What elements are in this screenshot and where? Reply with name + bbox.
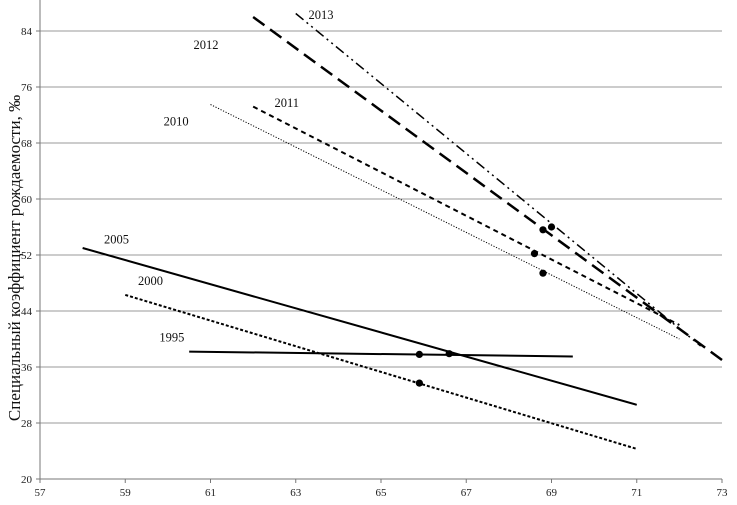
x-tick-labels: 57 59 61 63 65 67 69 71 73 [35, 487, 729, 499]
x-tick-label: 71 [631, 487, 642, 499]
marker-1995 [445, 350, 453, 358]
marker-2010 [539, 269, 547, 277]
series-line-2012 [252, 15, 723, 362]
y-tick-label: 44 [21, 306, 33, 318]
series-label-2012: 2012 [193, 38, 218, 52]
series-label-2000: 2000 [138, 274, 163, 288]
y-tick-label: 20 [21, 474, 33, 486]
marker-2012 [539, 226, 547, 234]
series-line-2013 [295, 12, 702, 347]
marker-1995 [415, 350, 423, 358]
series-line-2011 [252, 105, 680, 326]
series-label-1995: 1995 [159, 331, 184, 345]
y-tick-label: 52 [21, 250, 32, 262]
x-tick-label: 61 [205, 487, 216, 499]
x-tick-label: 73 [717, 487, 729, 499]
series-line-2005 [82, 247, 638, 406]
series-label-2011: 2011 [274, 96, 299, 110]
y-tick-label: 60 [21, 194, 33, 206]
marker-2011 [530, 250, 539, 258]
series-line-2000 [124, 293, 638, 450]
marker-2000 [415, 379, 423, 387]
series-label-2010: 2010 [164, 114, 189, 128]
y-tick-label: 36 [21, 362, 33, 374]
y-tick-label: 28 [21, 418, 33, 430]
y-tick-label: 84 [21, 26, 33, 38]
y-axis-label: Специальный коэффициент рождаемости, ‰ [5, 95, 24, 421]
series-label-2005: 2005 [104, 233, 129, 247]
series-label-2013: 2013 [309, 8, 334, 22]
series-markers [415, 223, 556, 387]
y-tick-label: 68 [21, 138, 33, 150]
series-line-2010 [210, 104, 680, 340]
series-line-1995 [189, 350, 573, 358]
y-tick-label: 76 [21, 82, 33, 94]
x-tick-label: 59 [120, 487, 132, 499]
x-tick-label: 57 [35, 487, 47, 499]
x-tick-label: 67 [461, 487, 473, 499]
series-labels: 1995 2000 2005 2010 2011 2012 2013 [104, 8, 334, 345]
grid-lines [40, 30, 722, 424]
series-lines [82, 12, 723, 450]
axes [36, 0, 723, 483]
y-tick-labels: 20 28 36 44 52 60 68 76 84 [21, 26, 33, 486]
x-tick-label: 69 [546, 487, 558, 499]
marker-2013 [547, 223, 556, 231]
x-tick-label: 65 [376, 487, 388, 499]
x-tick-label: 63 [290, 487, 302, 499]
